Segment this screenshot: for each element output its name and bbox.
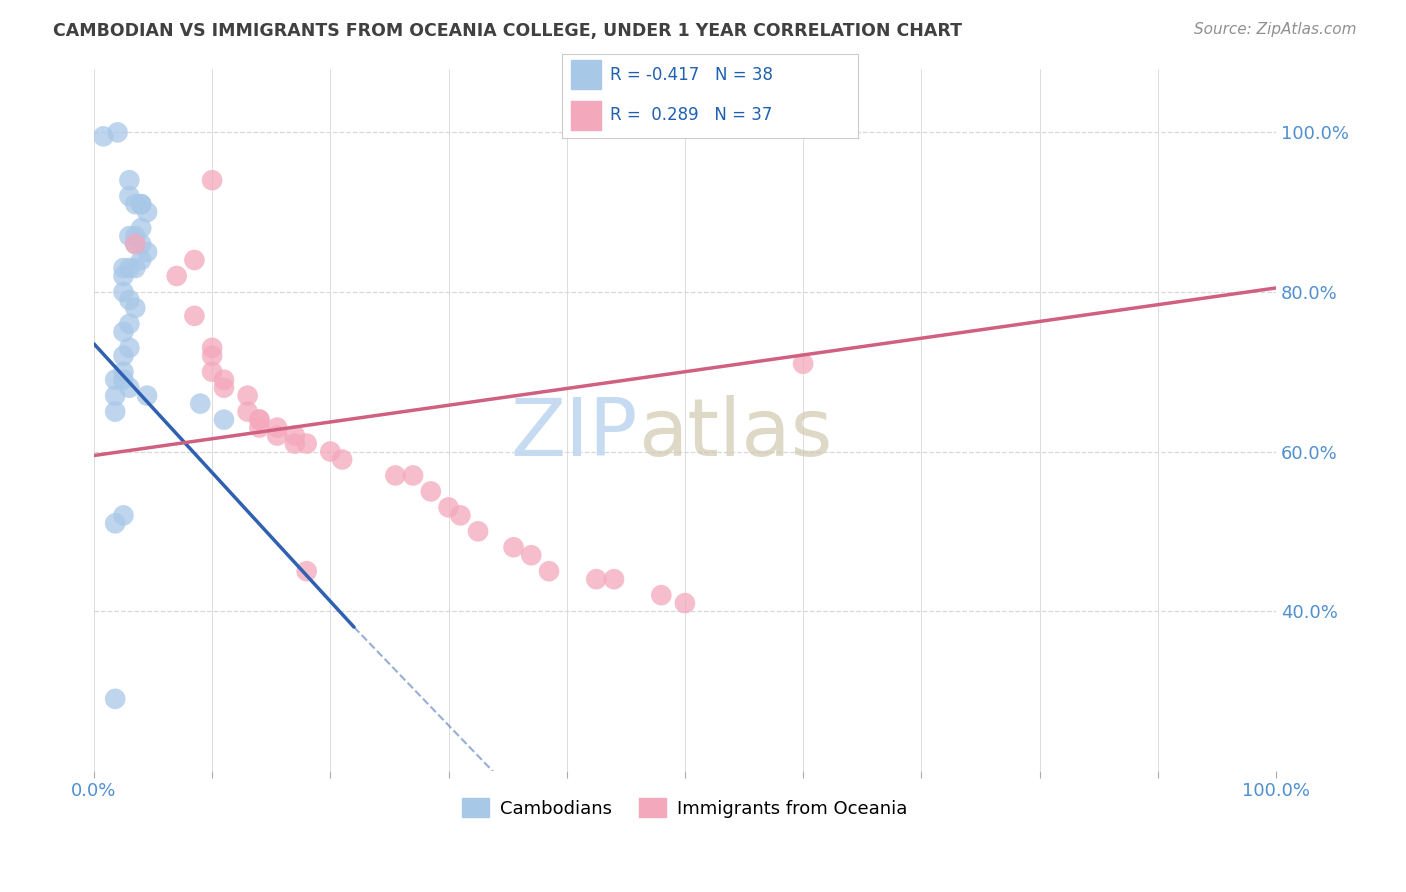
Point — [136, 245, 159, 260]
Point — [603, 572, 626, 586]
Point — [129, 197, 152, 211]
Point — [124, 301, 146, 315]
Point — [330, 452, 353, 467]
Point — [585, 572, 607, 586]
Point — [520, 548, 543, 562]
Point — [124, 229, 146, 244]
Text: R =  0.289   N = 37: R = 0.289 N = 37 — [610, 106, 772, 124]
Point — [112, 268, 135, 283]
Point — [266, 428, 288, 442]
Point — [249, 412, 271, 426]
Point — [537, 564, 560, 578]
Point — [236, 404, 259, 418]
Point — [212, 373, 235, 387]
Point — [118, 229, 141, 244]
Point — [118, 317, 141, 331]
Point — [129, 237, 152, 252]
Point — [295, 564, 318, 578]
Point — [673, 596, 696, 610]
Point — [201, 349, 224, 363]
Point — [124, 197, 146, 211]
Text: R = -0.417   N = 38: R = -0.417 N = 38 — [610, 66, 773, 84]
Point — [402, 468, 425, 483]
Point — [449, 508, 471, 523]
Point — [118, 173, 141, 187]
Point — [166, 268, 188, 283]
Point — [124, 237, 146, 252]
Point — [212, 381, 235, 395]
Point — [112, 260, 135, 275]
Point — [118, 260, 141, 275]
Point — [467, 524, 489, 539]
Point — [104, 389, 127, 403]
Point — [249, 412, 271, 426]
Point — [183, 309, 205, 323]
Point — [249, 420, 271, 434]
Point — [183, 253, 205, 268]
Point — [212, 412, 235, 426]
Point — [136, 389, 159, 403]
Text: ZIP: ZIP — [510, 394, 638, 473]
Point — [112, 365, 135, 379]
Point — [104, 404, 127, 418]
Point — [129, 197, 152, 211]
Point — [650, 588, 672, 602]
Point — [107, 125, 129, 139]
Point — [124, 237, 146, 252]
Legend: Cambodians, Immigrants from Oceania: Cambodians, Immigrants from Oceania — [456, 791, 915, 825]
Point — [104, 373, 127, 387]
Point — [188, 397, 211, 411]
Point — [112, 508, 135, 523]
Point — [112, 285, 135, 299]
Point — [129, 253, 152, 268]
Point — [284, 436, 307, 450]
Point — [112, 349, 135, 363]
Point — [118, 293, 141, 307]
Text: atlas: atlas — [638, 394, 832, 473]
Text: CAMBODIAN VS IMMIGRANTS FROM OCEANIA COLLEGE, UNDER 1 YEAR CORRELATION CHART: CAMBODIAN VS IMMIGRANTS FROM OCEANIA COL… — [53, 22, 963, 40]
Point — [201, 341, 224, 355]
Point — [118, 341, 141, 355]
Point — [112, 325, 135, 339]
Point — [136, 205, 159, 219]
Point — [437, 500, 460, 515]
Point — [112, 373, 135, 387]
Point — [118, 189, 141, 203]
Bar — [571, 61, 600, 89]
Point — [419, 484, 441, 499]
Point — [384, 468, 406, 483]
Point — [792, 357, 814, 371]
Y-axis label: College, Under 1 year: College, Under 1 year — [0, 329, 8, 510]
Point — [502, 541, 524, 555]
Point — [104, 516, 127, 531]
Point — [266, 420, 288, 434]
Point — [295, 436, 318, 450]
Point — [236, 389, 259, 403]
Point — [319, 444, 342, 458]
Point — [201, 365, 224, 379]
Bar — [571, 101, 600, 130]
Point — [284, 428, 307, 442]
Point — [118, 381, 141, 395]
Point — [201, 173, 224, 187]
Point — [104, 691, 127, 706]
Point — [124, 260, 146, 275]
Point — [93, 129, 115, 144]
Point — [129, 221, 152, 235]
Text: Source: ZipAtlas.com: Source: ZipAtlas.com — [1194, 22, 1357, 37]
